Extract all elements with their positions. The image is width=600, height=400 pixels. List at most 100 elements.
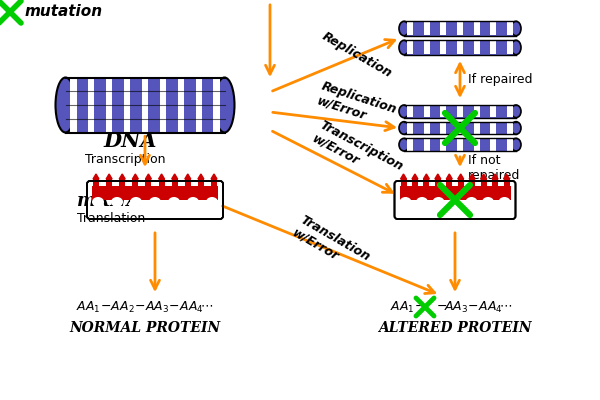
Ellipse shape [466,197,478,207]
Text: NORMAL PROTEIN: NORMAL PROTEIN [70,321,221,335]
FancyBboxPatch shape [185,179,191,186]
Polygon shape [469,174,475,179]
Text: Transcription: Transcription [85,152,166,166]
FancyBboxPatch shape [92,186,218,200]
FancyBboxPatch shape [457,106,463,117]
Text: $AA_1\!-$: $AA_1\!-$ [390,300,425,314]
FancyBboxPatch shape [211,179,217,186]
Ellipse shape [56,78,76,132]
Polygon shape [145,174,151,179]
FancyBboxPatch shape [507,41,513,54]
Polygon shape [446,174,452,179]
Polygon shape [185,174,191,179]
Polygon shape [492,174,498,179]
FancyBboxPatch shape [93,179,99,186]
Text: DNA: DNA [103,131,157,151]
FancyBboxPatch shape [178,78,184,132]
Ellipse shape [511,122,521,134]
FancyBboxPatch shape [196,78,202,132]
Polygon shape [133,174,139,179]
FancyBboxPatch shape [481,179,487,186]
FancyBboxPatch shape [424,22,430,35]
Ellipse shape [111,197,123,207]
FancyBboxPatch shape [424,106,430,117]
FancyBboxPatch shape [490,106,496,117]
FancyBboxPatch shape [503,179,509,186]
FancyBboxPatch shape [88,78,94,132]
FancyBboxPatch shape [490,122,496,134]
FancyBboxPatch shape [119,179,125,186]
Ellipse shape [92,197,104,207]
FancyBboxPatch shape [440,41,446,54]
FancyBboxPatch shape [198,179,204,186]
Polygon shape [503,174,509,179]
FancyBboxPatch shape [474,41,479,54]
FancyBboxPatch shape [440,139,446,150]
FancyBboxPatch shape [457,22,463,35]
FancyBboxPatch shape [106,78,112,132]
FancyBboxPatch shape [401,179,407,186]
Polygon shape [198,174,204,179]
Polygon shape [458,174,464,179]
FancyBboxPatch shape [457,139,463,150]
FancyBboxPatch shape [474,122,479,134]
FancyBboxPatch shape [424,41,430,54]
Ellipse shape [206,197,218,207]
FancyBboxPatch shape [142,78,148,132]
Ellipse shape [399,122,409,134]
Ellipse shape [482,197,494,207]
Polygon shape [424,174,430,179]
FancyBboxPatch shape [424,122,430,134]
Text: $-\!AA_3\!-\!AA_4\!\cdots$: $-\!AA_3\!-\!AA_4\!\cdots$ [436,300,513,314]
Polygon shape [106,174,112,179]
Ellipse shape [511,105,521,118]
Polygon shape [435,174,441,179]
FancyBboxPatch shape [474,22,479,35]
Text: mRNA: mRNA [77,192,142,210]
Text: Translation: Translation [77,212,145,224]
FancyBboxPatch shape [70,78,77,132]
FancyBboxPatch shape [446,179,452,186]
FancyBboxPatch shape [507,22,513,35]
FancyBboxPatch shape [407,122,413,134]
FancyBboxPatch shape [395,181,515,219]
FancyBboxPatch shape [490,22,496,35]
FancyBboxPatch shape [407,22,413,35]
FancyBboxPatch shape [87,181,223,219]
FancyBboxPatch shape [474,139,479,150]
FancyBboxPatch shape [214,78,220,132]
Ellipse shape [399,40,409,55]
Ellipse shape [499,197,511,207]
FancyBboxPatch shape [158,179,164,186]
Polygon shape [158,174,164,179]
FancyBboxPatch shape [490,139,496,150]
Text: Transcription
w/Error: Transcription w/Error [310,119,405,187]
FancyBboxPatch shape [469,179,475,186]
Ellipse shape [433,197,445,207]
FancyBboxPatch shape [124,78,130,132]
FancyBboxPatch shape [507,122,513,134]
FancyBboxPatch shape [407,106,413,117]
Ellipse shape [187,197,199,207]
Text: Replication
w/Error: Replication w/Error [315,80,398,130]
Ellipse shape [168,197,180,207]
FancyBboxPatch shape [404,21,516,36]
FancyBboxPatch shape [507,139,513,150]
Polygon shape [172,174,178,179]
FancyBboxPatch shape [507,106,513,117]
FancyBboxPatch shape [440,122,446,134]
FancyBboxPatch shape [412,179,418,186]
Ellipse shape [215,78,235,132]
FancyBboxPatch shape [424,179,430,186]
Polygon shape [401,174,407,179]
Polygon shape [412,174,418,179]
Polygon shape [119,174,125,179]
FancyBboxPatch shape [457,41,463,54]
FancyBboxPatch shape [407,139,413,150]
FancyBboxPatch shape [106,179,112,186]
FancyBboxPatch shape [145,179,151,186]
Polygon shape [481,174,487,179]
FancyBboxPatch shape [407,41,413,54]
Ellipse shape [511,21,521,36]
Ellipse shape [511,138,521,151]
